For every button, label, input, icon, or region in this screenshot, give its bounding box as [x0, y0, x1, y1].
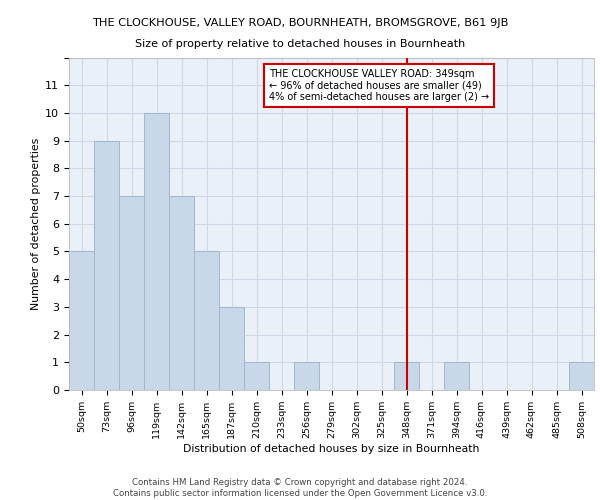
Text: THE CLOCKHOUSE, VALLEY ROAD, BOURNHEATH, BROMSGROVE, B61 9JB: THE CLOCKHOUSE, VALLEY ROAD, BOURNHEATH,…	[92, 18, 508, 28]
Bar	[294, 362, 319, 390]
Bar	[569, 362, 594, 390]
Y-axis label: Number of detached properties: Number of detached properties	[31, 138, 41, 310]
Bar	[394, 362, 419, 390]
Bar	[94, 140, 119, 390]
Bar	[219, 307, 244, 390]
Bar	[144, 113, 169, 390]
Bar	[444, 362, 469, 390]
Text: Contains HM Land Registry data © Crown copyright and database right 2024.
Contai: Contains HM Land Registry data © Crown c…	[113, 478, 487, 498]
Bar	[244, 362, 269, 390]
Bar	[169, 196, 194, 390]
X-axis label: Distribution of detached houses by size in Bournheath: Distribution of detached houses by size …	[184, 444, 479, 454]
Text: Size of property relative to detached houses in Bournheath: Size of property relative to detached ho…	[135, 39, 465, 49]
Text: THE CLOCKHOUSE VALLEY ROAD: 349sqm
← 96% of detached houses are smaller (49)
4% : THE CLOCKHOUSE VALLEY ROAD: 349sqm ← 96%…	[269, 68, 489, 102]
Bar	[119, 196, 144, 390]
Bar	[69, 252, 94, 390]
Bar	[194, 252, 219, 390]
